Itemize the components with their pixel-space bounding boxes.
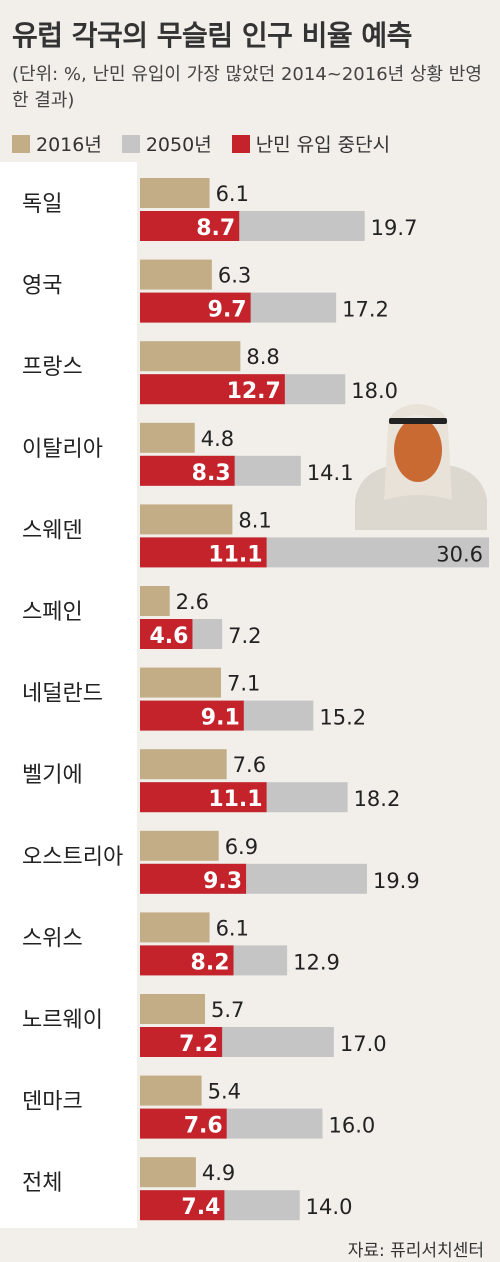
bar-refugee-halt (140, 537, 267, 568)
value-label-refugee-halt: 9.7 (208, 298, 247, 323)
bar-2016 (140, 830, 219, 861)
value-label-refugee-halt: 7.2 (179, 1032, 218, 1057)
category-label: 전체 (22, 1171, 62, 1196)
bar-refugee-halt (140, 619, 193, 649)
value-label-2016: 6.1 (216, 182, 249, 206)
bar-refugee-halt (140, 863, 247, 894)
value-label-refugee-halt: 12.7 (227, 379, 281, 404)
legend: 2016년 2050년 난민 유입 중단시 (12, 130, 410, 157)
chart-title: 유럽 각국의 무슬림 인구 비율 예측 (12, 19, 412, 52)
value-label-2050: 18.0 (351, 379, 398, 403)
legend-swatch-halt (231, 134, 250, 153)
category-label: 벨기에 (22, 763, 83, 788)
bar-refugee-halt (140, 700, 244, 731)
category-label: 오스트리아 (22, 845, 123, 870)
category-label: 덴마크 (22, 1090, 83, 1115)
category-label: 스웨덴 (22, 518, 83, 543)
bar-2016 (140, 1157, 196, 1188)
value-label-refugee-halt: 7.6 (184, 1114, 223, 1139)
bar-2016 (140, 259, 212, 290)
category-label: 프랑스 (22, 355, 83, 380)
value-label-refugee-halt: 4.6 (149, 624, 188, 649)
bar-refugee-halt (140, 1108, 227, 1139)
bar-refugee-halt (140, 211, 240, 241)
category-label: 영국 (22, 274, 62, 299)
bar-2016 (140, 341, 241, 372)
bar-refugee-halt (140, 945, 234, 976)
bar-2016 (140, 912, 210, 943)
category-label: 스페인 (22, 600, 83, 625)
value-label-2016: 8.1 (238, 508, 271, 532)
bar-2016 (140, 586, 170, 616)
value-label-refugee-halt: 9.3 (203, 869, 242, 894)
legend-label-2016: 2016년 (36, 134, 102, 156)
value-label-2016: 4.8 (201, 427, 234, 451)
value-label-refugee-halt: 8.2 (191, 950, 230, 975)
legend-item-2016: 2016년 (12, 130, 102, 157)
value-label-2050: 17.0 (340, 1032, 387, 1056)
value-label-2050: 15.2 (319, 706, 366, 730)
value-label-2016: 4.9 (202, 1161, 235, 1185)
category-label: 네덜란드 (22, 682, 103, 707)
bar-refugee-halt (140, 782, 267, 813)
legend-label-2050: 2050년 (145, 134, 212, 156)
category-label-panel (0, 162, 137, 1228)
value-label-2050: 19.7 (371, 216, 418, 240)
value-label-2050: 18.2 (354, 787, 401, 811)
value-label-2016: 5.4 (208, 1080, 241, 1104)
value-label-2050: 30.6 (436, 542, 483, 566)
value-label-2016: 7.6 (233, 753, 266, 777)
bar-refugee-halt (140, 455, 235, 486)
value-label-refugee-halt: 8.3 (192, 461, 231, 486)
value-label-2016: 6.1 (216, 916, 249, 940)
bar-refugee-halt (140, 292, 251, 323)
value-label-2050: 14.0 (306, 1195, 353, 1219)
bar-2016 (140, 422, 195, 453)
category-label: 독일 (22, 192, 62, 217)
person-with-headscarf-icon (355, 404, 487, 530)
value-label-2050: 12.9 (293, 950, 340, 974)
category-label: 노르웨이 (22, 1008, 103, 1033)
bar-refugee-halt (140, 374, 285, 405)
value-label-2050: 16.0 (328, 1114, 375, 1138)
value-label-refugee-halt: 8.7 (196, 216, 235, 241)
legend-swatch-2050 (121, 134, 140, 153)
value-label-2016: 6.3 (218, 264, 251, 288)
value-label-refugee-halt: 7.4 (181, 1195, 220, 1220)
bar-2016 (140, 1075, 202, 1106)
value-label-2016: 6.9 (225, 835, 258, 859)
bar-2016 (140, 504, 233, 535)
value-label-refugee-halt: 9.1 (201, 706, 240, 731)
category-label: 스위스 (22, 926, 83, 951)
legend-item-halt: 난민 유입 중단시 (231, 130, 391, 157)
value-label-2016: 7.1 (227, 672, 260, 696)
bar-refugee-halt (140, 1027, 223, 1057)
value-label-2050: 14.1 (307, 461, 354, 485)
value-label-2016: 2.6 (176, 590, 209, 614)
value-label-refugee-halt: 11.1 (208, 787, 262, 812)
value-label-2050: 19.9 (373, 869, 420, 893)
bar-2016 (140, 667, 221, 698)
category-label: 이탈리아 (22, 437, 103, 462)
bar-2016 (140, 178, 210, 208)
bar-refugee-halt (140, 1190, 225, 1221)
source-note: 자료: 퓨리서치센터 (347, 1241, 484, 1261)
bar-2016 (140, 749, 227, 780)
bar-2016 (140, 994, 206, 1024)
value-label-2016: 5.7 (211, 998, 244, 1022)
legend-item-2050: 2050년 (121, 130, 212, 157)
legend-label-halt: 난민 유입 중단시 (255, 134, 391, 156)
value-label-2050: 7.2 (228, 624, 261, 648)
chart-subtitle: (단위: %, 난민 유입이 가장 많았던 2014~2016년 상황 반영한 … (12, 64, 482, 111)
value-label-2016: 8.8 (246, 345, 279, 369)
legend-swatch-2016 (12, 134, 30, 153)
value-label-2050: 17.2 (342, 298, 389, 322)
value-label-refugee-halt: 11.1 (208, 542, 262, 567)
